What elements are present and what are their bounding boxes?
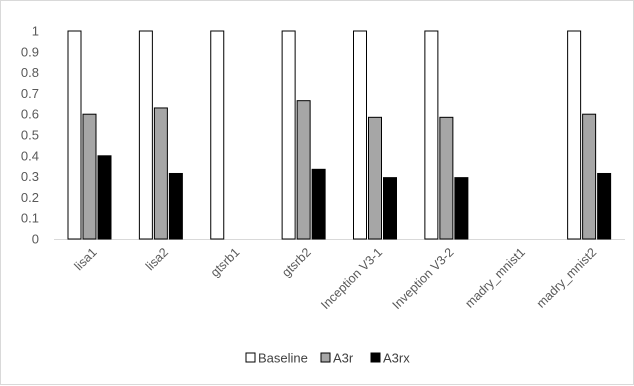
legend-swatch-a3r [320,352,331,363]
legend-label-baseline: Baseline [258,351,308,366]
bar-a3rx-3 [311,168,326,240]
bar-a3rx-4 [383,177,397,240]
x-tick-label: Inception V3-1 [318,245,385,312]
y-tick-label: 0 [32,232,39,247]
bar-baseline-3 [281,30,296,240]
y-tick-label: 0.6 [21,107,39,122]
legend: Baseline A3r A3rx [245,351,410,366]
y-axis-tick-labels: 0 0.1 0.2 0.3 0.4 0.5 0.6 0.7 0.8 0.9 1 [21,24,39,247]
y-tick-label: 0.2 [21,190,39,205]
bar-a3r-7 [582,113,597,240]
bar-baseline-7 [567,30,582,240]
x-axis-category-labels: lisa1 lisa2 gtsrb1 gtsrb2 Inception V3-1 Invе… [72,245,600,312]
x-tick-label: lisa2 [143,245,171,273]
y-tick-label: 0.7 [21,86,39,101]
bar-a3r-0 [82,113,97,240]
x-tick-label: gtsrb1 [208,245,242,279]
bars [67,30,612,240]
y-tick-label: 0.3 [21,169,39,184]
y-tick-label: 0.4 [21,148,39,163]
legend-swatch-a3rx [370,352,381,363]
x-tick-label: lisa1 [72,245,100,273]
bar-baseline-1 [138,30,153,240]
legend-swatch-baseline [245,352,256,363]
x-tick-label: madry_mnist2 [534,245,599,310]
bar-baseline-5 [424,30,439,240]
bar-baseline-2 [210,30,225,240]
bar-baseline-0 [67,30,82,240]
bar-a3r-1 [153,107,168,240]
y-tick-label: 0.9 [21,44,39,59]
bar-a3r-5 [439,116,454,240]
bar-a3rx-5 [454,177,469,240]
legend-label-a3r: A3r [333,351,354,366]
legend-label-a3rx: A3rx [383,351,410,366]
x-tick-label: madry_mnist1 [462,245,527,310]
x-tick-label: Invеption V3-2 [390,245,457,312]
y-tick-label: 0.5 [21,128,39,143]
bar-a3r-3 [296,100,311,240]
bar-a3rx-0 [97,155,112,240]
bar-a3rx-7 [597,172,612,240]
x-tick-label: gtsrb2 [279,245,313,279]
y-tick-label: 0.1 [21,211,39,226]
y-tick-label: 1 [32,24,39,39]
bar-a3r-4 [368,116,382,240]
bar-baseline-4 [353,30,367,240]
y-tick-label: 0.8 [21,65,39,80]
bar-a3rx-1 [168,172,183,240]
